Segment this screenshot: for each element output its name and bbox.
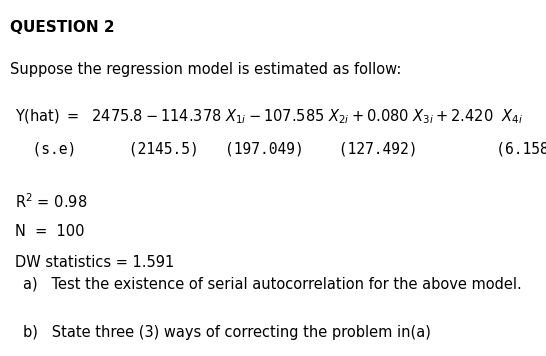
- Text: Y(hat) $=\ \ 2475.8 - 114.378\ X_{1i} - 107.585\ X_{2i} + 0.080\ X_{3i} + 2.420\: Y(hat) $=\ \ 2475.8 - 114.378\ X_{1i} - …: [15, 108, 524, 126]
- Text: R$^2$ = 0.98: R$^2$ = 0.98: [15, 192, 88, 211]
- Text: QUESTION 2: QUESTION 2: [10, 20, 115, 35]
- Text: DW statistics = 1.591: DW statistics = 1.591: [15, 255, 175, 270]
- Text: b)   State three (3) ways of correcting the problem in(a): b) State three (3) ways of correcting th…: [23, 325, 431, 340]
- Text: a)   Test the existence of serial autocorrelation for the above model.: a) Test the existence of serial autocorr…: [23, 276, 521, 291]
- Text: N  =  100: N = 100: [15, 224, 85, 239]
- Text: (s.e)      (2145.5)   (197.049)    (127.492)         (6.158)          (2.219): (s.e) (2145.5) (197.049) (127.492) (6.15…: [15, 141, 546, 156]
- Text: Suppose the regression model is estimated as follow:: Suppose the regression model is estimate…: [10, 62, 402, 77]
